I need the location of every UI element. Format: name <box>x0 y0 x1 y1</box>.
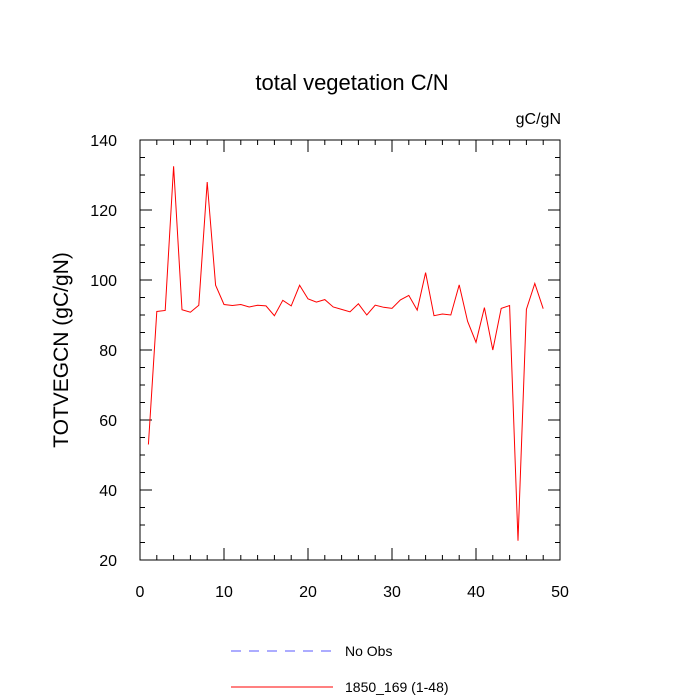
y-axis-label: TOTVEGCN (gC/gN) <box>50 252 73 448</box>
x-tick-label: 20 <box>299 584 317 601</box>
y-tick-label: 60 <box>99 413 117 430</box>
y-tick-label: 20 <box>99 553 117 570</box>
y-tick-label: 140 <box>90 133 117 150</box>
plot-frame <box>139 139 561 561</box>
y-tick-label: 80 <box>99 343 117 360</box>
legend: No Obs 1850_169 (1-48) <box>231 643 449 695</box>
x-tick-label: 50 <box>551 584 569 601</box>
x-tick-label: 0 <box>136 584 145 601</box>
y-tick-label: 120 <box>90 203 117 220</box>
plot-area <box>147 166 544 541</box>
series-line <box>147 166 544 541</box>
chart-title: total vegetation C/N <box>255 70 448 95</box>
y-tick-label: 40 <box>99 483 117 500</box>
y-tick-label: 100 <box>90 273 117 290</box>
x-tick-label: 40 <box>467 584 485 601</box>
legend-label: No Obs <box>345 643 392 659</box>
units-label: gC/gN <box>516 111 561 128</box>
axis-ticks: 0 10 20 30 40 50 20 40 60 80 100 120 140 <box>90 133 569 601</box>
legend-label: 1850_169 (1-48) <box>345 679 449 695</box>
x-tick-label: 30 <box>383 584 401 601</box>
x-tick-label: 10 <box>215 584 233 601</box>
